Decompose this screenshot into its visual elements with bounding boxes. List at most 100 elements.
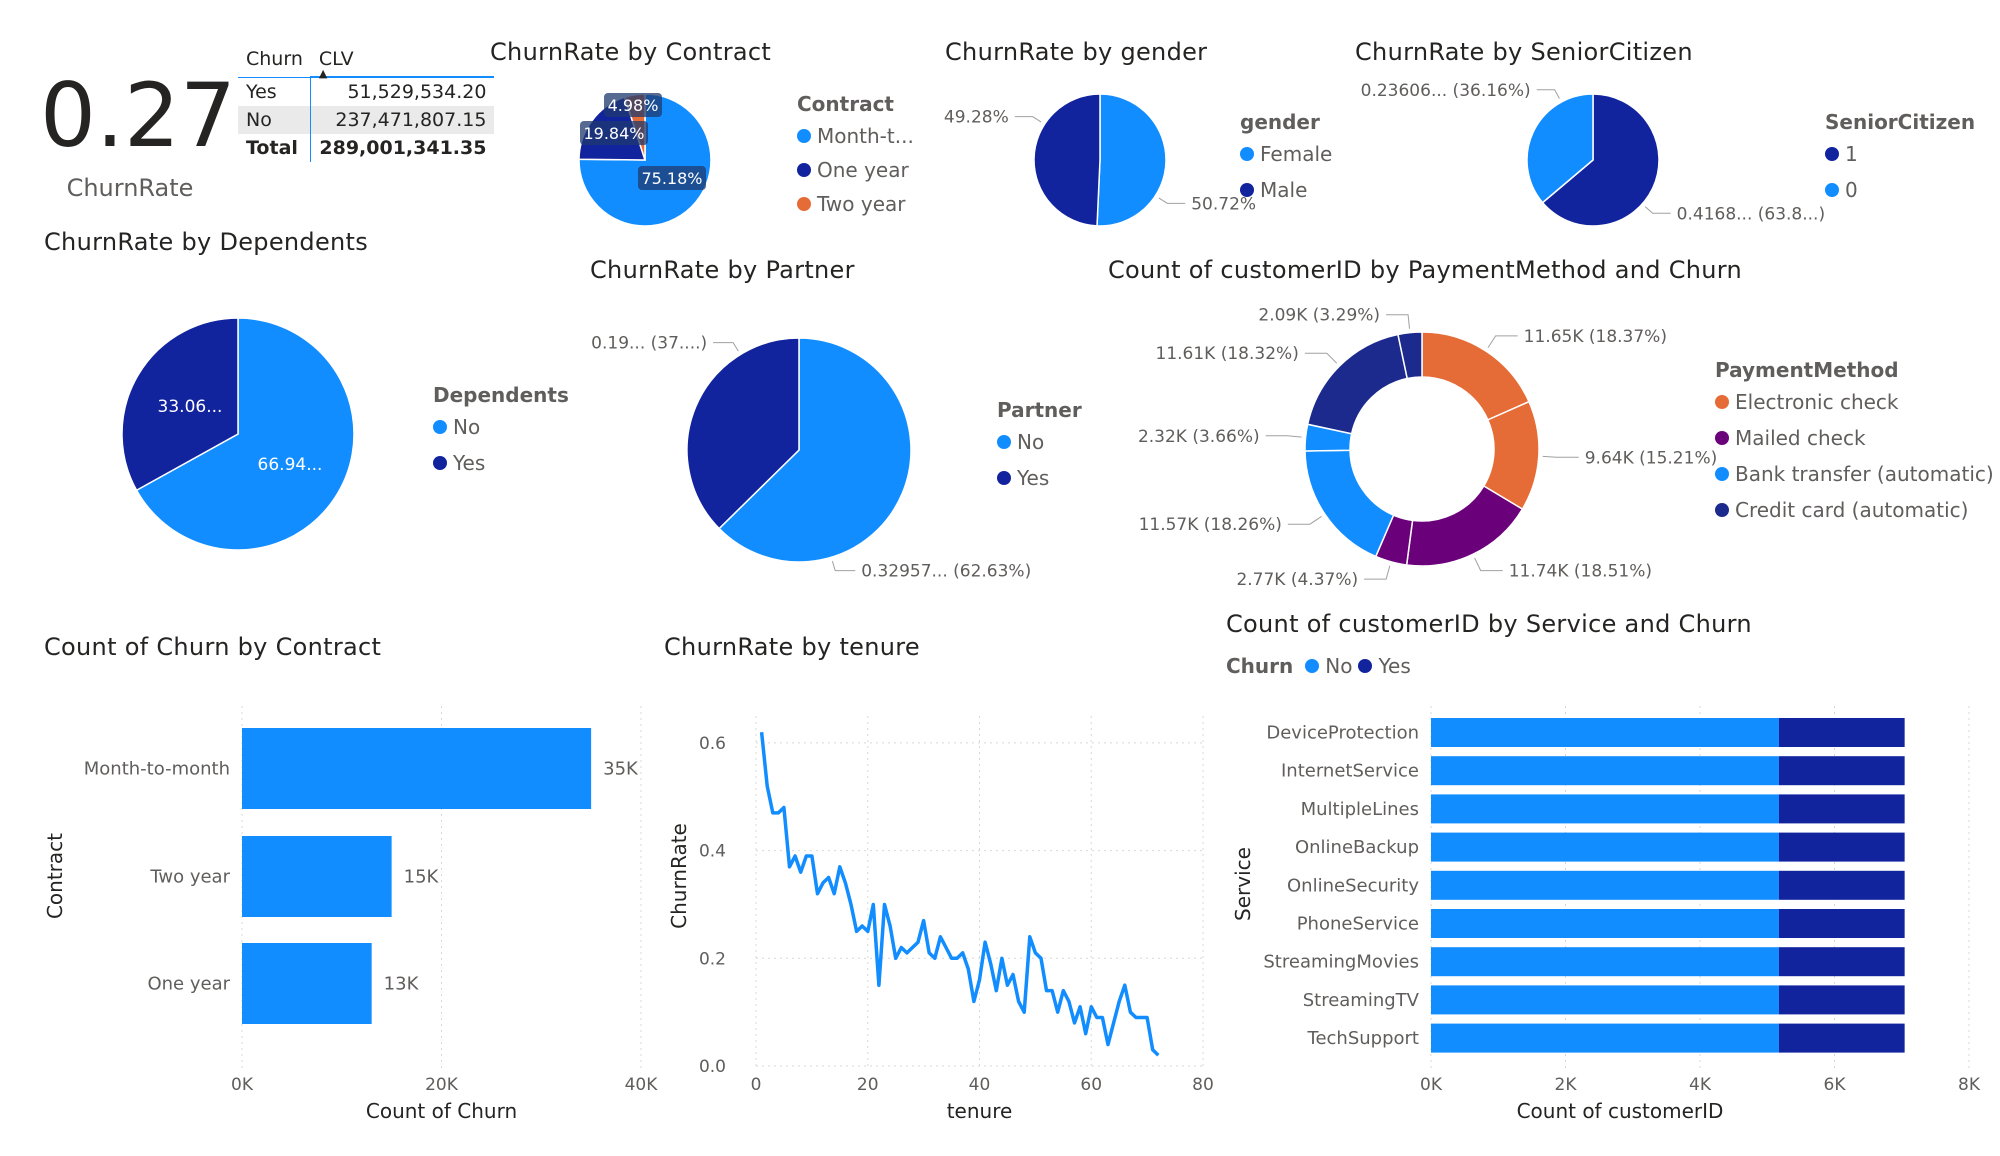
bar-segment-no[interactable] <box>1431 909 1779 938</box>
legend-item-electronic-check[interactable]: Electronic check <box>1715 390 1994 414</box>
y-tick-label: 0.6 <box>699 734 726 754</box>
matrix-total-label: Total <box>238 134 312 162</box>
matrix-row: No 237,471,807.15 <box>238 106 495 134</box>
gender-pie-legend: gender Female Male <box>1240 110 1332 202</box>
bar-segment-yes[interactable] <box>1778 832 1905 862</box>
bar-segment-yes[interactable] <box>1778 985 1905 1015</box>
bar-segment-yes[interactable] <box>1778 756 1905 786</box>
bar-segment-yes[interactable] <box>1778 794 1905 824</box>
legend-item-yes[interactable]: Yes <box>433 451 569 475</box>
legend-item-bank-transfer[interactable]: Bank transfer (automatic) <box>1715 462 1994 486</box>
legend-item-mailed-check[interactable]: Mailed check <box>1715 426 1994 450</box>
legend-item-female[interactable]: Female <box>1240 142 1332 166</box>
legend-item-no[interactable]: No <box>1305 654 1352 678</box>
senior-pie-label: 0.23606... (36.16%) <box>1361 81 1531 101</box>
payment-donut-slice[interactable] <box>1304 449 1395 558</box>
bar-segment-yes[interactable] <box>1778 870 1905 900</box>
bar-segment-no[interactable] <box>1431 985 1779 1015</box>
y-tick-label: 0.2 <box>699 949 726 969</box>
legend-item-one-year[interactable]: One year <box>797 158 914 182</box>
payment-donut-slice[interactable] <box>1306 333 1409 435</box>
legend-item-male[interactable]: Male <box>1240 178 1332 202</box>
legend-item-label: Yes <box>1378 654 1411 678</box>
legend-item-label: Mailed check <box>1735 426 1866 450</box>
payment-donut-slice[interactable] <box>1421 331 1530 421</box>
legend-dot <box>1825 183 1839 197</box>
bar[interactable] <box>242 836 392 917</box>
matrix-header-clv[interactable]: CLV ▲ <box>310 45 495 80</box>
bar[interactable] <box>242 728 592 809</box>
legend-item-yes[interactable]: Yes <box>1358 654 1411 678</box>
senior-pie-slice[interactable] <box>1541 93 1660 227</box>
legend-title: SeniorCitizen <box>1825 110 1976 134</box>
contract-pie-slice[interactable] <box>578 93 712 227</box>
legend-dot <box>997 435 1011 449</box>
legend-dot <box>1240 183 1254 197</box>
service-bar-title: Count of customerID by Service and Churn <box>1226 610 1752 638</box>
x-tick-label: 8K <box>1958 1075 1981 1095</box>
legend-item-label: Credit card (automatic) <box>1735 498 1969 522</box>
bar-segment-yes[interactable] <box>1778 947 1905 977</box>
bar-segment-no[interactable] <box>1431 756 1779 786</box>
x-axis-title: tenure <box>947 1099 1013 1123</box>
legend-item-senior-0[interactable]: 0 <box>1825 178 1975 202</box>
partner-pie-slice[interactable] <box>686 337 800 530</box>
legend-item-label: Two year <box>817 192 906 216</box>
bar-segment-yes[interactable] <box>1778 909 1905 938</box>
x-tick-label: 0 <box>751 1075 762 1095</box>
dependents-pie-label: 33.06... <box>158 397 223 417</box>
gender-pie-slice[interactable] <box>1033 93 1101 227</box>
matrix-header-churn[interactable]: Churn <box>246 48 303 71</box>
bar-segment-yes[interactable] <box>1778 718 1905 747</box>
y-tick-label: StreamingMovies <box>1263 952 1419 973</box>
y-axis-title: ChurnRate <box>667 823 691 929</box>
legend-dot <box>1715 395 1729 409</box>
partner-pie-legend: Partner No Yes <box>997 398 1082 490</box>
leader-line <box>831 560 856 572</box>
y-tick-label: OnlineBackup <box>1295 837 1419 858</box>
y-tick-label: TechSupport <box>1307 1028 1419 1049</box>
bar-segment-no[interactable] <box>1431 718 1779 747</box>
leader-line <box>713 342 739 352</box>
legend-item-label: Male <box>1260 178 1308 202</box>
partner-pie-title: ChurnRate by Partner <box>590 256 855 284</box>
legend-item-no[interactable]: No <box>433 415 569 439</box>
bar-segment-no[interactable] <box>1431 794 1779 824</box>
payment-donut-slice[interactable] <box>1405 484 1524 567</box>
legend-item-senior-1[interactable]: 1 <box>1825 142 1975 166</box>
payment-donut-label: 11.65K (18.37%) <box>1524 327 1667 347</box>
x-tick-label: 4K <box>1689 1075 1712 1095</box>
y-axis-title: Contract <box>43 833 67 919</box>
legend-item-two-year[interactable]: Two year <box>797 192 914 216</box>
dependents-pie-slice[interactable] <box>121 317 239 492</box>
payment-donut-slice[interactable] <box>1397 331 1423 380</box>
dependents-pie-title: ChurnRate by Dependents <box>44 228 369 256</box>
bar-segment-no[interactable] <box>1431 832 1779 862</box>
matrix-total-row: Total 289,001,341.35 <box>238 134 494 162</box>
bar-segment-no[interactable] <box>1431 1023 1779 1053</box>
bar[interactable] <box>242 943 372 1024</box>
senior-pie-slice[interactable] <box>1526 93 1594 204</box>
bar-segment-yes[interactable] <box>1778 1023 1905 1053</box>
legend-dot <box>997 471 1011 485</box>
matrix-row: Yes 51,529,534.20 <box>238 76 494 106</box>
matrix-row-label: No <box>238 106 312 134</box>
series-line[interactable] <box>759 732 1160 1057</box>
y-axis-title: Service <box>1231 847 1255 921</box>
leader-line <box>1474 557 1503 572</box>
dependents-pie-slice[interactable] <box>135 317 355 551</box>
legend-item-yes[interactable]: Yes <box>997 466 1082 490</box>
dependents-pie-legend: Dependents No Yes <box>433 383 569 475</box>
legend-item-month-to-month[interactable]: Month-t... <box>797 124 914 148</box>
legend-item-credit-card[interactable]: Credit card (automatic) <box>1715 498 1994 522</box>
bar-segment-no[interactable] <box>1431 870 1779 900</box>
x-tick-label: 40K <box>625 1075 659 1095</box>
legend-item-no[interactable]: No <box>997 430 1082 454</box>
gender-pie-slice[interactable] <box>1096 93 1167 227</box>
bar-segment-no[interactable] <box>1431 947 1779 977</box>
matrix-row-label: Yes <box>238 76 312 106</box>
partner-pie-slice[interactable] <box>718 337 912 563</box>
legend-dot <box>797 163 811 177</box>
data-label-bg <box>604 93 662 117</box>
y-tick-label: DeviceProtection <box>1266 723 1419 744</box>
